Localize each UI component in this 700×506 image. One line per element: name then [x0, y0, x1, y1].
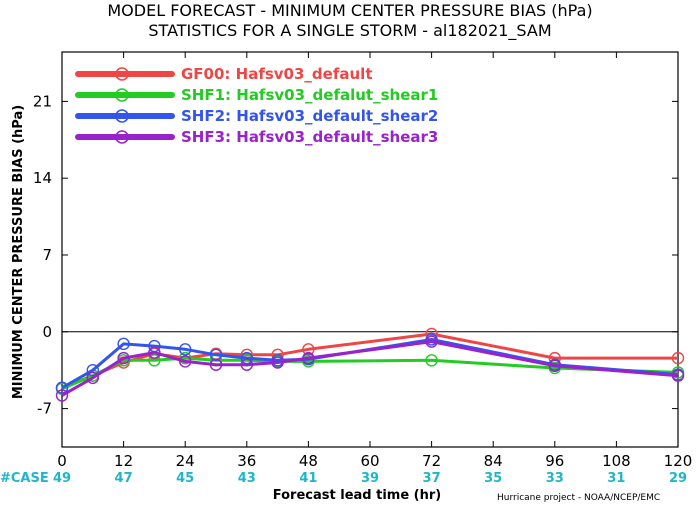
data-point: [178, 355, 192, 368]
y-tick-label: 21: [33, 92, 52, 110]
data-point: [425, 335, 438, 348]
case-count: 39: [361, 471, 379, 486]
data-point: [178, 351, 192, 365]
x-tick-label: 60: [360, 452, 379, 470]
series-3: [55, 335, 685, 402]
x-tick-label: 48: [299, 452, 318, 470]
y-tick-label: -7: [37, 400, 52, 418]
legend-swatch-marker: [115, 109, 129, 123]
data-point: [271, 356, 284, 369]
case-count: 37: [423, 471, 441, 486]
data-point: [240, 358, 254, 371]
legend-label: SHF3: Hafsv03_default_shear3: [181, 128, 438, 146]
data-point: [302, 351, 315, 365]
data-point: [148, 346, 161, 359]
data-point: [86, 371, 100, 385]
x-tick-label: 72: [422, 452, 441, 470]
data-point: [86, 363, 100, 377]
x-tick-label: 96: [545, 452, 564, 470]
x-tick-label: 36: [237, 452, 256, 470]
y-axis-label: MINIMUM CENTER PRESSURE BIAS (hPa): [11, 105, 26, 399]
data-point: [209, 348, 223, 362]
legend-label: SHF1: Hafsv03_defalut_shear1: [181, 86, 438, 104]
chart-title-line2: STATISTICS FOR A SINGLE STORM - al182021…: [148, 21, 551, 41]
case-count: 29: [669, 471, 687, 486]
y-tick-label: 7: [42, 246, 52, 264]
case-count: 41: [299, 471, 317, 486]
y-tick-label: 14: [33, 169, 52, 187]
case-count: 43: [238, 471, 256, 486]
case-count: 35: [484, 471, 502, 486]
x-tick-label: 108: [602, 452, 631, 470]
data-point: [117, 337, 130, 351]
case-label: #CASE: [0, 471, 49, 486]
credit-text: Hurricane project - NOAA/NCEP/EMC: [497, 493, 660, 503]
data-point: [302, 343, 315, 356]
legend-swatch-marker: [115, 130, 129, 144]
legend-label: GF00: Hafsv03_default: [181, 65, 372, 83]
data-point: [148, 354, 161, 367]
legend-swatch-marker: [115, 67, 129, 81]
x-tick-label: 0: [57, 452, 67, 470]
y-tick-label: 0: [42, 323, 52, 341]
series-line: [61, 356, 679, 391]
x-tick-label: 24: [176, 452, 195, 470]
case-count: 45: [176, 471, 194, 486]
case-count: 47: [115, 471, 133, 486]
data-point: [117, 351, 130, 365]
data-point: [671, 369, 685, 382]
legend-swatch-marker: [115, 88, 129, 102]
case-count: 49: [53, 471, 71, 486]
data-point: [55, 381, 69, 394]
case-count: 33: [546, 471, 564, 486]
case-count: 31: [607, 471, 625, 486]
data-point: [178, 343, 192, 356]
data-point: [671, 351, 685, 365]
data-point: [55, 389, 69, 402]
data-point: [209, 358, 223, 371]
x-axis-label: Forecast lead time (hr): [273, 488, 441, 503]
data-point: [425, 354, 438, 367]
series-line: [61, 338, 679, 390]
series-line: [61, 340, 679, 397]
x-tick-label: 84: [484, 452, 503, 470]
data-point: [548, 359, 561, 373]
legend-label: SHF2: Hafsv03_default_shear2: [181, 107, 438, 125]
x-tick-label: 12: [114, 452, 133, 470]
chart-title-line1: MODEL FORECAST - MINIMUM CENTER PRESSURE…: [107, 1, 592, 20]
x-tick-label: 120: [664, 452, 693, 470]
